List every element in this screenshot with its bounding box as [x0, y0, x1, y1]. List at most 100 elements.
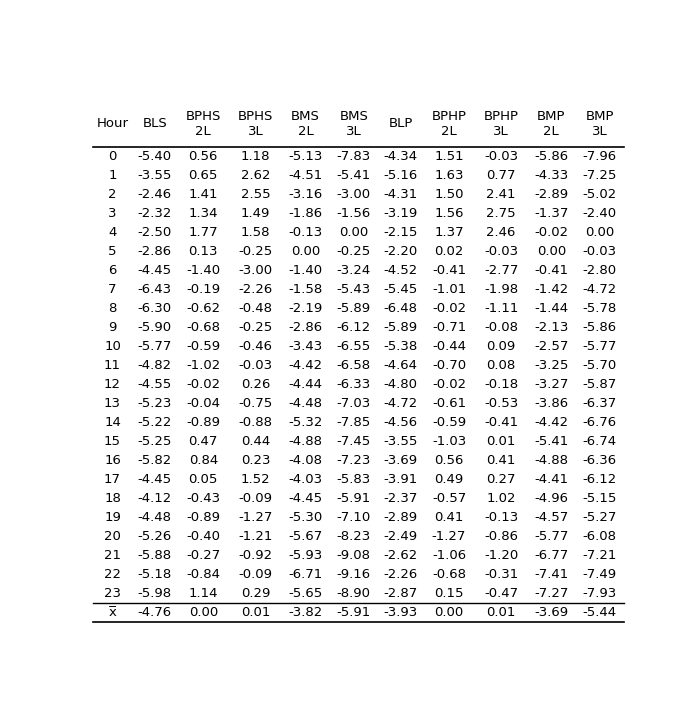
Text: -4.41: -4.41	[534, 473, 568, 486]
Text: -4.03: -4.03	[289, 473, 323, 486]
Text: 1.51: 1.51	[434, 150, 464, 163]
Text: -4.45: -4.45	[289, 492, 323, 505]
Text: 0.84: 0.84	[189, 454, 218, 467]
Text: 12: 12	[104, 378, 121, 391]
Text: -6.48: -6.48	[384, 302, 417, 315]
Text: -0.40: -0.40	[187, 530, 220, 543]
Text: -0.59: -0.59	[186, 340, 220, 353]
Text: -0.68: -0.68	[187, 321, 220, 334]
Text: -4.33: -4.33	[534, 169, 568, 182]
Text: -5.27: -5.27	[582, 511, 617, 524]
Text: -7.23: -7.23	[337, 454, 371, 467]
Text: -0.44: -0.44	[432, 340, 466, 353]
Text: -5.32: -5.32	[289, 416, 323, 429]
Text: -5.44: -5.44	[582, 606, 617, 619]
Text: -6.43: -6.43	[138, 283, 172, 296]
Text: -2.20: -2.20	[383, 245, 417, 258]
Text: -0.13: -0.13	[289, 226, 323, 239]
Text: -5.88: -5.88	[138, 549, 172, 562]
Text: 1.02: 1.02	[487, 492, 516, 505]
Text: BMS
3L: BMS 3L	[340, 110, 368, 138]
Text: -1.27: -1.27	[432, 530, 466, 543]
Text: -0.89: -0.89	[187, 416, 220, 429]
Text: -6.37: -6.37	[582, 397, 617, 410]
Text: 21: 21	[104, 549, 121, 562]
Text: BMS
2L: BMS 2L	[291, 110, 320, 138]
Text: -5.91: -5.91	[337, 606, 371, 619]
Text: -0.19: -0.19	[186, 283, 220, 296]
Text: 0: 0	[108, 150, 117, 163]
Text: 0.05: 0.05	[189, 473, 218, 486]
Text: -0.13: -0.13	[484, 511, 518, 524]
Text: -7.45: -7.45	[337, 435, 371, 448]
Text: -2.86: -2.86	[289, 321, 323, 334]
Text: 0.15: 0.15	[434, 587, 463, 600]
Text: 1.37: 1.37	[434, 226, 464, 239]
Text: 0.26: 0.26	[240, 378, 270, 391]
Text: -5.87: -5.87	[582, 378, 617, 391]
Text: -3.24: -3.24	[337, 264, 371, 277]
Text: 4: 4	[108, 226, 117, 239]
Text: -5.93: -5.93	[289, 549, 323, 562]
Text: -5.25: -5.25	[138, 435, 172, 448]
Text: 1.41: 1.41	[189, 188, 218, 201]
Text: -4.76: -4.76	[138, 606, 172, 619]
Text: 2.75: 2.75	[487, 207, 516, 220]
Text: -2.26: -2.26	[238, 283, 273, 296]
Text: 0.56: 0.56	[189, 150, 218, 163]
Text: 9: 9	[108, 321, 117, 334]
Text: -2.46: -2.46	[138, 188, 172, 201]
Text: -4.56: -4.56	[384, 416, 417, 429]
Text: -1.42: -1.42	[534, 283, 568, 296]
Text: -1.21: -1.21	[238, 530, 273, 543]
Text: -2.62: -2.62	[383, 549, 417, 562]
Text: 0.00: 0.00	[585, 226, 614, 239]
Text: -3.86: -3.86	[534, 397, 568, 410]
Text: -4.82: -4.82	[138, 359, 172, 372]
Text: -0.18: -0.18	[484, 378, 518, 391]
Text: -0.27: -0.27	[186, 549, 220, 562]
Text: BPHS
3L: BPHS 3L	[238, 110, 273, 138]
Text: -0.02: -0.02	[186, 378, 220, 391]
Text: -1.11: -1.11	[484, 302, 518, 315]
Text: -5.89: -5.89	[337, 302, 371, 315]
Text: 18: 18	[104, 492, 121, 505]
Text: -0.61: -0.61	[432, 397, 466, 410]
Text: -3.43: -3.43	[289, 340, 323, 353]
Text: -5.13: -5.13	[289, 150, 323, 163]
Text: -3.00: -3.00	[337, 188, 371, 201]
Text: 2: 2	[108, 188, 117, 201]
Text: BPHP
3L: BPHP 3L	[484, 110, 519, 138]
Text: -5.18: -5.18	[138, 568, 172, 581]
Text: -1.01: -1.01	[432, 283, 466, 296]
Text: -6.08: -6.08	[582, 530, 617, 543]
Text: -4.52: -4.52	[383, 264, 417, 277]
Text: -7.10: -7.10	[337, 511, 371, 524]
Text: -0.31: -0.31	[484, 568, 518, 581]
Text: -3.19: -3.19	[383, 207, 417, 220]
Text: 19: 19	[104, 511, 121, 524]
Text: 2.46: 2.46	[487, 226, 516, 239]
Text: -0.75: -0.75	[238, 397, 273, 410]
Text: -0.03: -0.03	[238, 359, 273, 372]
Text: -0.09: -0.09	[238, 492, 273, 505]
Text: 5: 5	[108, 245, 117, 258]
Text: 0.56: 0.56	[434, 454, 463, 467]
Text: -1.58: -1.58	[289, 283, 323, 296]
Text: -2.15: -2.15	[383, 226, 418, 239]
Text: -2.89: -2.89	[384, 511, 417, 524]
Text: -5.23: -5.23	[138, 397, 172, 410]
Text: -6.74: -6.74	[582, 435, 617, 448]
Text: -6.33: -6.33	[337, 378, 371, 391]
Text: -1.03: -1.03	[432, 435, 466, 448]
Text: -3.55: -3.55	[138, 169, 172, 182]
Text: -1.86: -1.86	[289, 207, 323, 220]
Text: -3.69: -3.69	[384, 454, 417, 467]
Text: -8.23: -8.23	[337, 530, 371, 543]
Text: -6.76: -6.76	[582, 416, 617, 429]
Text: 0.65: 0.65	[189, 169, 218, 182]
Text: -0.09: -0.09	[238, 568, 273, 581]
Text: -4.31: -4.31	[383, 188, 417, 201]
Text: -9.08: -9.08	[337, 549, 371, 562]
Text: -4.55: -4.55	[138, 378, 172, 391]
